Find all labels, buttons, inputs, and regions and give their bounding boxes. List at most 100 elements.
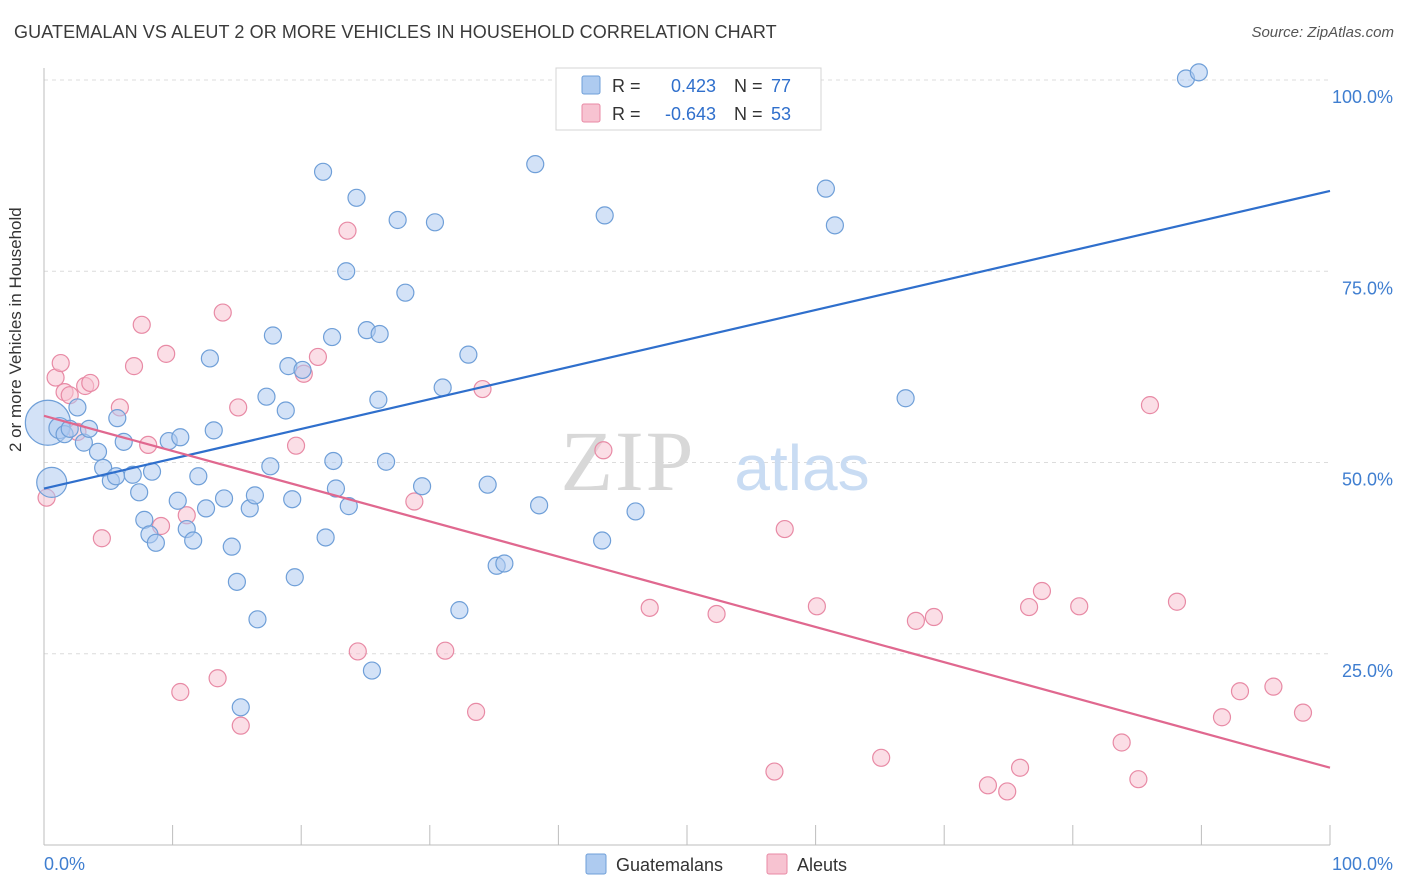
aleut-point [51, 353, 70, 373]
tick-labels: 25.0% 50.0% 75.0% 100.0% 0.0% 100.0% [44, 87, 1393, 874]
guatemalan-point [36, 466, 68, 498]
aleut-point [157, 344, 176, 363]
aleut-point [1167, 592, 1187, 611]
guatemalan-point [816, 179, 835, 198]
guatemalan-point [526, 155, 545, 174]
aleut-point [872, 748, 891, 767]
aleut-point [1010, 758, 1030, 777]
guatemalan-point [433, 378, 452, 397]
guatemalan-point [459, 345, 478, 364]
guatemalan-point [276, 401, 295, 420]
guatemalan-point [88, 442, 108, 461]
aleut-point [1129, 770, 1148, 789]
aleut-point [81, 373, 100, 393]
legend-r-label: R = [612, 76, 641, 96]
legend-swatch-guatemalans [581, 75, 601, 95]
aleut-point [594, 441, 613, 460]
guatemalan-point [248, 610, 267, 629]
guatemalan-point [495, 554, 514, 573]
guatemalan-point [68, 398, 87, 417]
guatemalan-point [326, 479, 346, 498]
aleut-point [807, 597, 826, 616]
aleut-point [906, 611, 926, 630]
guatemalan-point [1189, 63, 1208, 82]
x-tick-label: 0.0% [44, 854, 85, 874]
guatemalan-point [293, 360, 312, 380]
guatemalans-points [24, 63, 1208, 717]
y-tick-label: 50.0% [1342, 470, 1393, 490]
stats-legend: R = 0.423 N = 77 R = -0.643 N = 53 [555, 67, 822, 131]
aleut-point [92, 529, 111, 548]
source-attribution: Source: ZipAtlas.com [1251, 24, 1394, 41]
guatemalan-point [108, 409, 127, 428]
guatemalan-point [593, 531, 612, 550]
aleut-point [707, 604, 726, 624]
guatemalan-point [257, 387, 276, 406]
bottom-legend-guatemalans: Guatemalans [616, 855, 723, 875]
x-tick-label: 100.0% [1332, 854, 1393, 874]
guatemalan-point [337, 262, 356, 281]
guatemalan-point [283, 490, 302, 509]
guatemalan-point [322, 327, 342, 347]
trend-lines [43, 189, 1331, 769]
aleut-point [998, 782, 1017, 801]
guatemalan-point [388, 210, 407, 230]
aleut-point [1019, 597, 1039, 617]
guatemalan-point [214, 489, 234, 508]
guatemalan-point [184, 531, 203, 550]
guatemalan-point [227, 572, 246, 591]
guatemalan-point [171, 428, 190, 447]
guatemalan-point [261, 457, 280, 476]
aleut-point [1293, 703, 1313, 722]
y-tick-label: 100.0% [1332, 87, 1393, 107]
aleut-point [1264, 677, 1283, 696]
aleut-point [978, 776, 998, 795]
aleut-point [765, 762, 784, 781]
guatemalan-point [245, 486, 265, 505]
guatemalan-point [450, 601, 469, 620]
guatemalan-point [146, 533, 165, 552]
aleut-point [1230, 682, 1250, 701]
aleuts-points [37, 221, 1313, 801]
guatemalan-point [168, 491, 187, 510]
aleut-point [924, 607, 944, 627]
guatemalan-point [285, 568, 304, 587]
aleut-point [171, 682, 190, 702]
aleut-point [229, 398, 248, 417]
bottom-legend-swatch-guatemalans [585, 853, 607, 875]
guatemalan-point [369, 390, 388, 409]
legend-n-value: 77 [771, 76, 791, 96]
legend-swatch-aleuts [581, 103, 601, 123]
aleut-point [436, 641, 455, 660]
guatemalan-point [222, 537, 241, 556]
aleut-point [308, 347, 328, 367]
guatemalan-point [396, 283, 415, 302]
guatemalan-point [478, 475, 497, 494]
y-tick-label: 75.0% [1342, 278, 1393, 298]
watermark-zip: ZIP [561, 413, 696, 509]
legend-r-value: 0.423 [671, 76, 716, 96]
aleut-point [208, 669, 227, 688]
aleut-point [348, 642, 367, 661]
aleut-point [1212, 708, 1232, 727]
guatemalan-point [825, 216, 844, 235]
aleut-point [231, 716, 250, 735]
chart-title: GUATEMALAN VS ALEUT 2 OR MORE VEHICLES I… [14, 22, 777, 42]
aleut-point [213, 303, 232, 322]
aleut-point [466, 702, 486, 721]
legend-r-value: -0.643 [665, 104, 716, 124]
guatemalan-point [626, 502, 645, 521]
guatemalan-point [425, 213, 445, 232]
guatemalan-point [231, 698, 250, 717]
aleut-point [1032, 581, 1052, 601]
aleut-point [640, 598, 659, 617]
y-tick-label: 25.0% [1342, 661, 1393, 681]
aleut-point [124, 357, 144, 376]
guatemalan-point [196, 499, 216, 518]
guatemalan-point [339, 497, 358, 516]
bottom-legend-swatch-aleuts [766, 853, 788, 875]
axes [43, 68, 1331, 846]
guatemalan-point [204, 421, 223, 440]
guatemalan-point [123, 465, 142, 484]
